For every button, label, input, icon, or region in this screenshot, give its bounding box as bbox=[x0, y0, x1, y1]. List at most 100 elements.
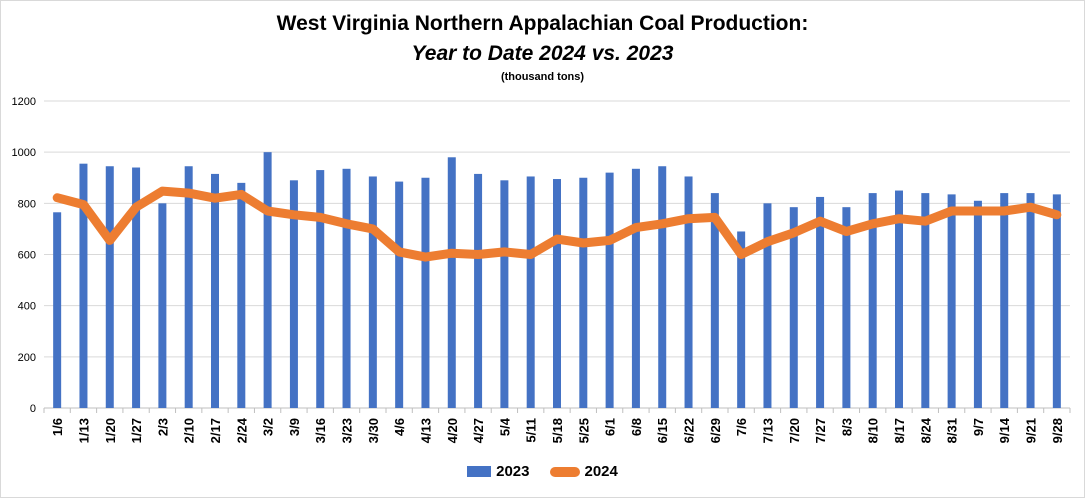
x-tick-label: 5/11 bbox=[524, 418, 539, 443]
legend-label-2023: 2023 bbox=[496, 463, 530, 480]
bar-2023 bbox=[132, 167, 141, 408]
x-tick-label: 1/27 bbox=[129, 418, 144, 443]
point-2024 bbox=[898, 217, 900, 220]
bar-2023 bbox=[289, 180, 298, 408]
x-tick-label: 1/13 bbox=[76, 418, 91, 443]
x-tick-label: 5/4 bbox=[497, 417, 512, 436]
point-2024 bbox=[292, 213, 295, 216]
x-tick-label: 7/27 bbox=[813, 418, 828, 443]
point-2024 bbox=[398, 250, 401, 253]
point-2024 bbox=[56, 196, 59, 199]
bar-2023 bbox=[921, 193, 930, 408]
x-tick-label: 1/20 bbox=[103, 418, 118, 443]
point-2024 bbox=[740, 253, 743, 256]
bar-2023 bbox=[1052, 194, 1061, 408]
point-2024 bbox=[240, 193, 243, 196]
bar-2023 bbox=[658, 166, 667, 408]
bar-2023 bbox=[368, 176, 377, 408]
y-tick-label: 200 bbox=[18, 352, 36, 364]
point-2024 bbox=[161, 190, 164, 193]
bar-2023 bbox=[631, 168, 640, 408]
point-2024 bbox=[371, 227, 374, 230]
point-2024 bbox=[766, 240, 769, 243]
x-tick-label: 9/14 bbox=[997, 417, 1012, 443]
bar-2023 bbox=[79, 163, 88, 408]
point-2024 bbox=[792, 231, 795, 234]
chart-units: (thousand tons) bbox=[500, 71, 585, 83]
x-tick-label: 6/1 bbox=[603, 418, 618, 436]
bar-2023 bbox=[816, 196, 825, 408]
point-2024 bbox=[976, 210, 979, 213]
bar-2023 bbox=[605, 172, 614, 408]
x-tick-label: 2/10 bbox=[182, 418, 197, 443]
x-tick-label: 6/15 bbox=[655, 418, 670, 443]
bar-2023 bbox=[710, 193, 719, 408]
bar-2023 bbox=[421, 177, 430, 408]
bar-2023 bbox=[474, 173, 483, 408]
bar-2023 bbox=[395, 181, 404, 408]
x-tick-label: 5/18 bbox=[550, 418, 565, 443]
point-2024 bbox=[108, 239, 111, 242]
bar-2023 bbox=[316, 170, 325, 408]
x-tick-label: 7/6 bbox=[734, 418, 749, 436]
y-tick-label: 800 bbox=[18, 198, 36, 210]
bar-2023 bbox=[737, 231, 746, 408]
legend-label-2024: 2024 bbox=[584, 463, 618, 480]
bar-2023 bbox=[763, 203, 772, 408]
x-tick-label: 8/10 bbox=[866, 418, 881, 443]
x-tick-label: 7/20 bbox=[787, 418, 802, 443]
x-tick-label: 9/21 bbox=[1024, 418, 1039, 443]
bar-2023 bbox=[526, 176, 535, 408]
y-tick-label: 400 bbox=[18, 301, 36, 313]
bar-2023 bbox=[500, 180, 509, 408]
point-2024 bbox=[266, 210, 269, 213]
bar-2023 bbox=[184, 166, 193, 408]
point-2024 bbox=[450, 252, 453, 255]
point-2024 bbox=[556, 238, 558, 241]
x-tick-label: 4/13 bbox=[418, 418, 433, 443]
legend-item-2023: 2023 bbox=[467, 463, 530, 480]
legend-item-2024: 2024 bbox=[549, 463, 618, 480]
x-tick-label: 6/22 bbox=[682, 418, 697, 443]
bar-2023 bbox=[53, 212, 62, 408]
point-2024 bbox=[477, 253, 480, 256]
bar-2023 bbox=[973, 200, 982, 408]
bar-2023 bbox=[105, 166, 114, 408]
x-tick-label: 4/20 bbox=[445, 418, 460, 443]
point-2024 bbox=[345, 222, 348, 225]
x-tick-label: 3/9 bbox=[287, 418, 302, 436]
point-2024 bbox=[135, 206, 138, 209]
bar-2023 bbox=[684, 176, 693, 408]
x-tick-label: 2/17 bbox=[208, 418, 223, 443]
x-tick-label: 3/2 bbox=[261, 418, 276, 436]
x-tick-label: 1/6 bbox=[50, 418, 65, 436]
point-2024 bbox=[1029, 206, 1032, 209]
bar-2023 bbox=[789, 207, 798, 408]
point-2024 bbox=[187, 192, 190, 195]
x-tick-label: 9/28 bbox=[1050, 418, 1065, 443]
point-2024 bbox=[503, 250, 506, 253]
x-tick-label: 8/31 bbox=[945, 418, 960, 443]
x-tick-label: 4/6 bbox=[392, 418, 407, 436]
legend: 2023 2024 bbox=[0, 463, 1085, 480]
point-2024 bbox=[1003, 210, 1006, 213]
x-tick-label: 4/27 bbox=[471, 418, 486, 443]
x-tick-label: 8/24 bbox=[918, 417, 933, 443]
bar-2023 bbox=[237, 182, 246, 408]
bar-2023 bbox=[342, 168, 351, 408]
point-2024 bbox=[582, 241, 585, 244]
bar-2023 bbox=[553, 179, 561, 408]
bar-2023 bbox=[842, 207, 851, 408]
bar-2023 bbox=[1026, 193, 1035, 408]
legend-swatch-line bbox=[549, 466, 580, 477]
y-tick-label: 600 bbox=[18, 250, 36, 262]
point-2024 bbox=[819, 220, 822, 223]
x-tick-label: 2/3 bbox=[155, 418, 170, 436]
point-2024 bbox=[713, 216, 716, 219]
x-tick-label: 3/30 bbox=[366, 418, 381, 443]
chart-subtitle: Year to Date 2024 vs. 2023 bbox=[411, 42, 674, 65]
y-tick-label: 0 bbox=[30, 403, 36, 415]
bar-2023 bbox=[868, 193, 877, 408]
bar-2023 bbox=[579, 177, 588, 408]
